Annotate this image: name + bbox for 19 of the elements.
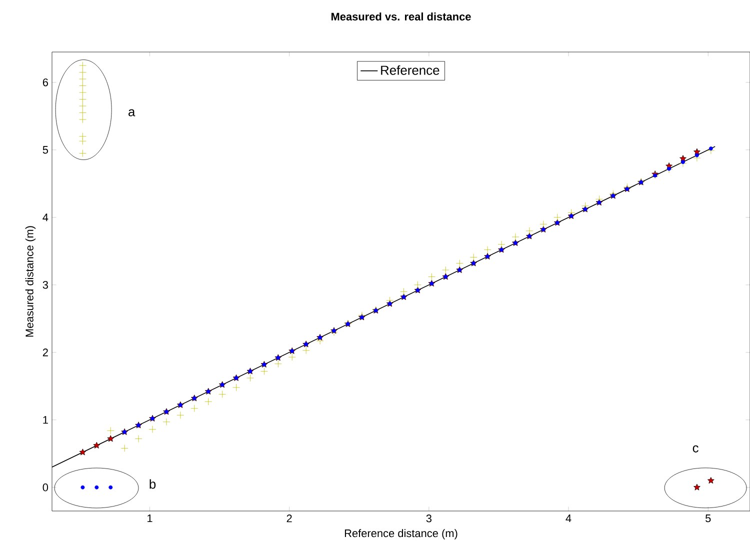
annotation: a — [128, 109, 136, 116]
x-tick-label: 1 — [148, 514, 152, 522]
x-tick-label: 4 — [566, 514, 572, 522]
chart-title: Measured vs. real distance — [331, 12, 471, 21]
annotation: b — [150, 479, 156, 489]
y-tick-label: 6 — [42, 78, 48, 86]
x-tick-label: 2 — [286, 514, 292, 522]
y-tick-label: 4 — [42, 214, 48, 222]
y-tick-label: 3 — [42, 281, 48, 289]
legend-label: Reference — [381, 65, 440, 75]
y-tick-label: 0 — [42, 484, 48, 492]
annotation: c — [692, 445, 698, 452]
x-axis-title: Reference distance (m) — [344, 529, 458, 540]
y-tick-label: 1 — [43, 416, 48, 424]
y-tick-label: 2 — [42, 348, 48, 356]
y-tick-label: 5 — [42, 146, 48, 154]
y-axis-title: Measured distance (m) — [25, 226, 36, 337]
x-tick-label: 5 — [706, 514, 711, 522]
x-tick-label: 3 — [426, 514, 432, 522]
